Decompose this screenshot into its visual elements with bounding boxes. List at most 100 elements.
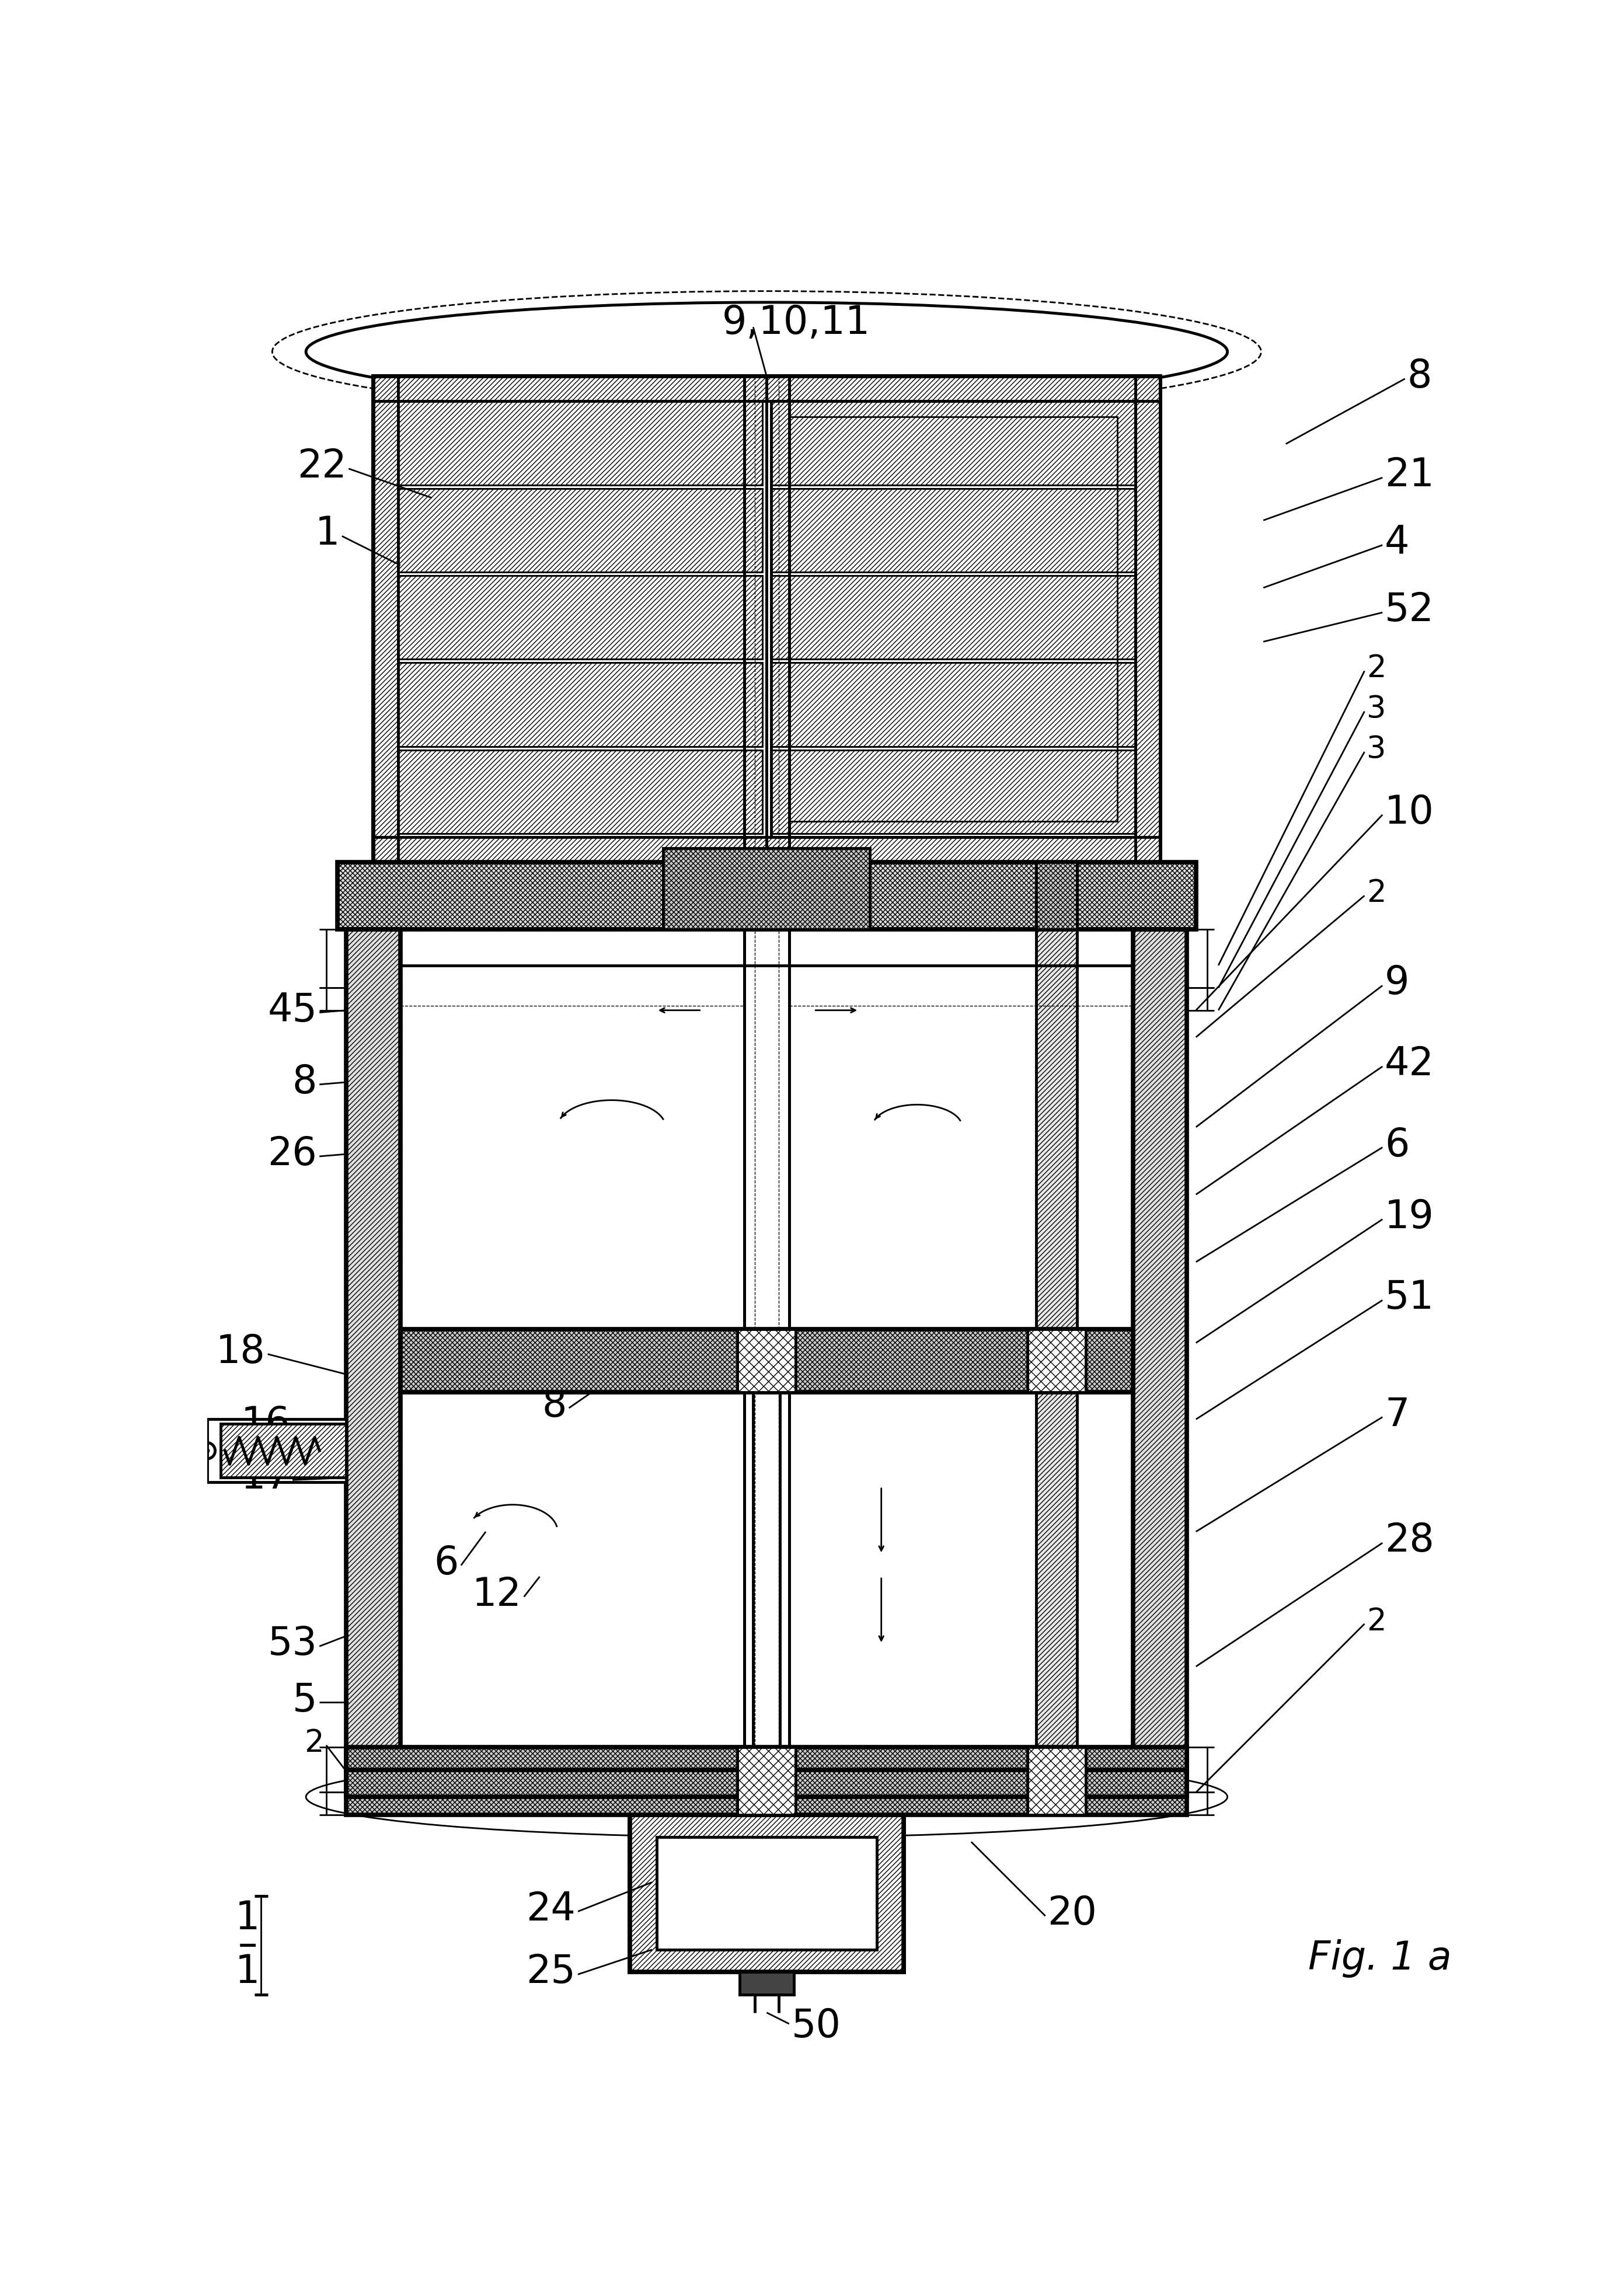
Bar (1036, 863, 1077, 929)
Bar (739, 1971, 794, 1994)
Text: 2: 2 (1367, 653, 1387, 683)
Bar (346, 1771, 1187, 1796)
Bar (398, 751, 762, 833)
Text: 20: 20 (1047, 1894, 1098, 1932)
Text: 19: 19 (1385, 1197, 1434, 1236)
Bar (1135, 376, 1160, 863)
Text: 8: 8 (542, 1386, 567, 1425)
Text: 2: 2 (1367, 879, 1387, 908)
Text: 45: 45 (268, 990, 317, 1029)
Text: 8: 8 (1408, 357, 1432, 396)
Bar (221, 1425, 346, 1477)
Text: 4: 4 (1385, 523, 1410, 562)
Bar (346, 1748, 1187, 1814)
Text: 42: 42 (1385, 1045, 1434, 1083)
Text: 7: 7 (1385, 1395, 1410, 1434)
Bar (1028, 1748, 1086, 1814)
Bar (401, 1329, 1134, 1393)
Bar (1036, 863, 1077, 929)
Text: 1: 1 (235, 1953, 260, 1991)
Text: 16: 16 (240, 1404, 291, 1443)
Text: 52: 52 (1385, 592, 1434, 630)
Bar (771, 662, 1135, 747)
Bar (208, 1420, 346, 1482)
Bar (789, 417, 1117, 822)
Bar (374, 376, 1160, 863)
Text: 6: 6 (434, 1543, 458, 1582)
Bar (1036, 1393, 1077, 1748)
Text: 21: 21 (1385, 455, 1434, 494)
Bar (338, 863, 1195, 929)
Bar (1134, 929, 1187, 1771)
Bar (401, 1329, 1134, 1393)
Bar (739, 1971, 794, 1994)
Text: 53: 53 (268, 1625, 317, 1664)
Bar (398, 401, 762, 485)
Bar (1028, 1329, 1086, 1393)
Bar (346, 1771, 1187, 1796)
Bar (346, 929, 401, 1771)
Bar (374, 838, 1160, 863)
Text: 3: 3 (1367, 735, 1387, 765)
Text: 1: 1 (315, 514, 339, 553)
Bar (737, 1329, 796, 1393)
Text: 10: 10 (1385, 794, 1434, 831)
Bar (771, 751, 1135, 833)
Text: 2: 2 (1367, 1607, 1387, 1636)
Bar (374, 376, 398, 863)
Bar (1028, 1748, 1086, 1814)
Bar (771, 662, 1135, 747)
Bar (656, 1837, 877, 1951)
Bar (401, 929, 1134, 965)
Bar (737, 1748, 796, 1814)
Text: 3: 3 (1367, 694, 1387, 724)
Bar (663, 849, 870, 929)
Bar (1036, 929, 1077, 1329)
Text: 24: 24 (526, 1889, 575, 1928)
Bar (398, 489, 762, 571)
Text: 51: 51 (1385, 1279, 1434, 1318)
Text: 28: 28 (1385, 1520, 1434, 1559)
Bar (771, 489, 1135, 571)
Bar (346, 929, 401, 1771)
Bar (1135, 376, 1160, 863)
Bar (1134, 929, 1187, 1771)
Text: 12: 12 (473, 1575, 521, 1614)
Bar (401, 1393, 754, 1748)
Bar (374, 376, 1160, 863)
Bar (771, 576, 1135, 660)
Bar (630, 1814, 905, 1971)
Text: 17: 17 (240, 1459, 291, 1498)
Bar (398, 751, 762, 833)
Bar (338, 863, 1195, 929)
Bar (346, 1748, 1187, 1814)
Text: 26: 26 (268, 1136, 317, 1174)
Text: 22: 22 (297, 446, 346, 485)
Bar (771, 489, 1135, 571)
Bar (374, 376, 1160, 401)
Text: –: – (237, 1925, 257, 1964)
Text: 25: 25 (526, 1953, 575, 1991)
Text: 2: 2 (304, 1727, 323, 1757)
Bar (398, 576, 762, 660)
Bar (1028, 1329, 1086, 1393)
Bar (398, 489, 762, 571)
Bar (780, 1393, 1134, 1748)
Bar (221, 1425, 346, 1477)
Bar (771, 576, 1135, 660)
Bar (737, 1748, 796, 1814)
Text: Fig. 1 a: Fig. 1 a (1309, 1939, 1452, 1978)
Bar (374, 376, 1160, 401)
Circle shape (205, 1448, 209, 1454)
Bar (398, 401, 762, 485)
Bar (630, 1814, 905, 1971)
Bar (744, 376, 789, 1814)
Bar (398, 662, 762, 747)
Bar (771, 401, 1135, 485)
Bar (663, 849, 870, 929)
Bar (1036, 929, 1077, 1329)
Bar (398, 662, 762, 747)
Text: 28: 28 (768, 1907, 818, 1946)
Bar (737, 1329, 796, 1393)
Bar (771, 401, 1135, 485)
